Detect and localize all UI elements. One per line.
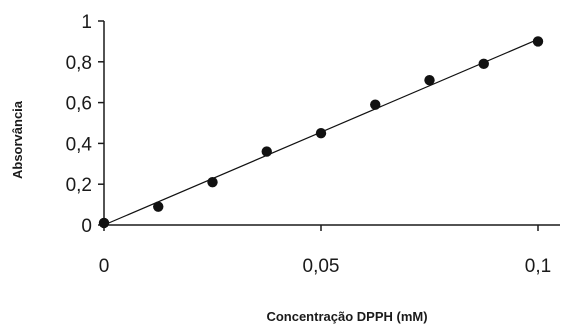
y-tick-label: 0 — [81, 216, 92, 237]
data-point — [261, 146, 272, 157]
data-point — [532, 36, 544, 47]
y-tick-label: 1 — [81, 12, 92, 33]
data-point — [207, 176, 218, 188]
data-point — [478, 58, 489, 70]
x-tick-label: 0,1 — [525, 256, 551, 277]
x-tick-label: 0,05 — [303, 256, 340, 277]
y-tick-label: 0,6 — [66, 94, 92, 115]
data-point — [98, 217, 110, 229]
data-point — [153, 201, 164, 212]
x-axis-title: Concentração DPPH (mM) — [266, 309, 427, 324]
y-axis-ticks: 0 0,2 0,4 0,6 0,8 1 — [66, 12, 104, 237]
data-point — [315, 128, 327, 139]
y-tick-label: 0,4 — [66, 134, 93, 155]
plot-area: 0 0,2 0,4 0,6 0,8 1 0 0,05 0,1 — [66, 12, 560, 277]
y-tick-label: 0,2 — [66, 175, 92, 196]
x-axis-ticks: 0 0,05 0,1 — [99, 225, 551, 277]
x-tick-label: 0 — [99, 256, 110, 277]
y-tick-label: 0,8 — [66, 53, 92, 74]
y-axis-title: Absorvância — [10, 100, 25, 179]
data-point — [424, 74, 435, 86]
data-point — [370, 99, 381, 110]
data-points — [98, 36, 544, 229]
